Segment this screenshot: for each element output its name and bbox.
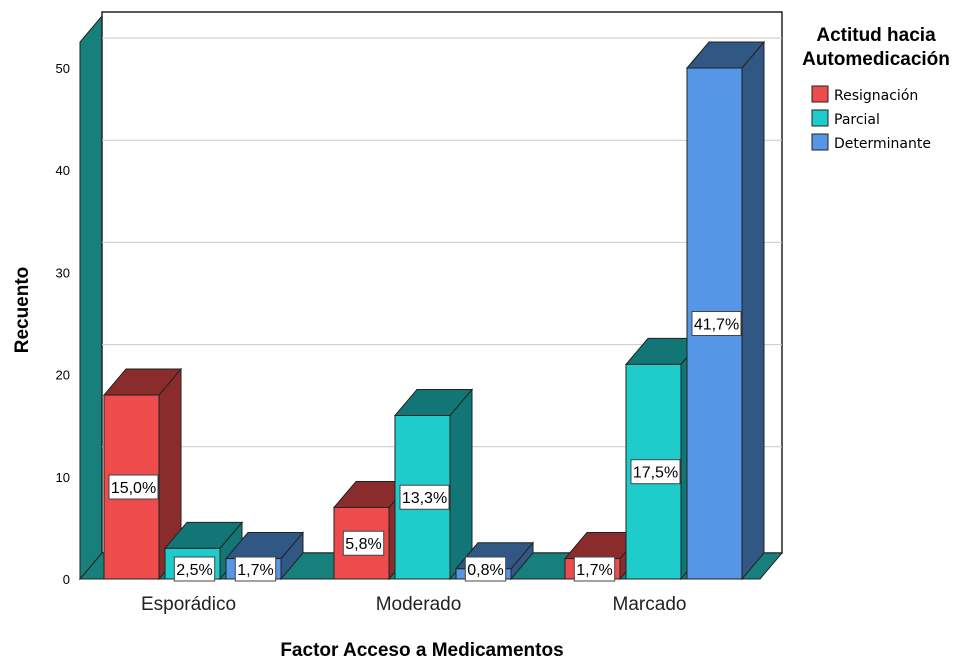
data-label: 13,3% [399, 484, 450, 510]
legend-title-line-1: Actitud hacia [816, 25, 936, 46]
legend-swatch [811, 133, 829, 151]
legend-label: Resignación [834, 88, 918, 104]
data-label: 17,5% [630, 459, 681, 485]
data-label: 41,7% [691, 311, 742, 336]
svg-text:15,0%: 15,0% [111, 480, 156, 497]
data-label: 5,8% [342, 530, 385, 556]
y-tick-label: 0 [63, 572, 70, 587]
bar-determinante-2 [685, 40, 766, 581]
y-axis-title: Recuento [12, 267, 33, 354]
data-label: 15,0% [108, 474, 159, 500]
legend-item-resignación: Resignación [811, 85, 918, 104]
legend-item-parcial: Parcial [811, 109, 880, 128]
y-tick-labels: 0 10 20 30 40 50 [56, 61, 70, 587]
category-labels: Esporádico Moderado Marcado [141, 594, 686, 615]
category-label: Marcado [613, 594, 687, 615]
left-wall [79, 14, 103, 581]
svg-text:13,3%: 13,3% [402, 490, 447, 507]
legend-title-line-2: Automedicación [802, 49, 950, 70]
legend-label: Determinante [834, 136, 931, 152]
svg-text:2,5%: 2,5% [176, 562, 212, 579]
data-labels: 15,0% 2,5% 1,7% 5,8% 13,3% 0,8% 1,7% 17,5% 41,7% [108, 311, 742, 582]
data-label: 0,8% [464, 556, 507, 582]
y-tick-label: 50 [56, 61, 70, 76]
legend: Actitud hacia Automedicación Resignación… [802, 25, 950, 152]
legend-label: Parcial [834, 112, 880, 128]
svg-text:17,5%: 17,5% [633, 465, 678, 482]
category-label: Moderado [376, 594, 462, 615]
data-label: 1,7% [234, 556, 277, 582]
y-tick-label: 40 [56, 163, 70, 178]
legend-swatch [811, 85, 829, 103]
data-label: 2,5% [173, 556, 216, 582]
bar-parcial-1 [393, 388, 474, 581]
svg-text:0,8%: 0,8% [467, 562, 503, 579]
svg-text:1,7%: 1,7% [237, 562, 273, 579]
legend-item-determinante: Determinante [811, 133, 931, 152]
data-label: 1,7% [573, 556, 616, 582]
x-axis-title: Factor Acceso a Medicamentos [280, 640, 563, 661]
y-tick-label: 30 [56, 265, 70, 280]
svg-text:41,7%: 41,7% [694, 317, 739, 334]
svg-text:5,8%: 5,8% [345, 536, 381, 553]
category-label: Esporádico [141, 594, 236, 615]
legend-swatch [811, 109, 829, 127]
y-tick-label: 10 [56, 470, 70, 485]
svg-text:1,7%: 1,7% [576, 562, 612, 579]
y-tick-label: 20 [56, 368, 70, 383]
